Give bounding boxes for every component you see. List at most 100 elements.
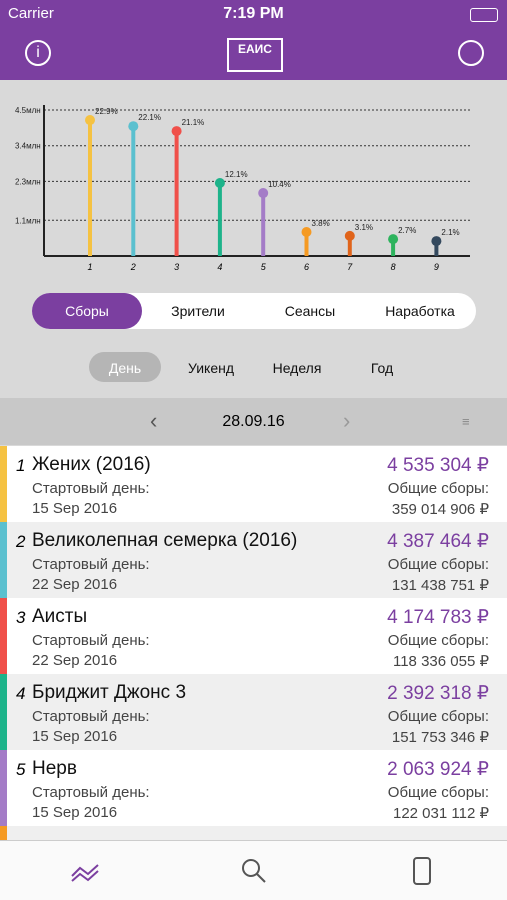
period[interactable]: Уикенд xyxy=(187,360,235,376)
row-start-label: Стартовый день: xyxy=(32,480,150,497)
lollipop-head xyxy=(301,226,312,237)
row-title: Аисты xyxy=(32,606,88,627)
row-rank: 2 xyxy=(16,532,26,551)
x-tick-label: 4 xyxy=(217,262,222,272)
x-tick-label: 7 xyxy=(347,262,353,272)
x-tick-label: 3 xyxy=(174,262,179,272)
row-title: Бриджит Джонс 3 xyxy=(32,682,187,703)
lollipop-head xyxy=(171,126,182,137)
list-row[interactable]: 1 Жених (2016) Стартовый день: 15 Sep 2016 4… xyxy=(0,446,507,522)
next-date[interactable]: › xyxy=(343,408,351,433)
lollipop-head xyxy=(431,236,442,247)
x-tick-label: 2 xyxy=(130,262,136,272)
x-tick-label: 9 xyxy=(434,262,439,272)
tab-icons xyxy=(71,857,431,885)
tab-bar xyxy=(0,840,507,900)
tab[interactable]: Зрители xyxy=(171,303,225,319)
data-label: 10.4% xyxy=(268,180,291,189)
row-total: 118 336 055 ₽ xyxy=(392,653,489,670)
row-start-label: Стартовый день: xyxy=(32,708,150,725)
battery xyxy=(470,8,498,22)
time: 7:19 PM xyxy=(223,5,284,22)
row-total-label: Общие сборы: xyxy=(387,632,489,649)
list-row[interactable]: 3 Аисты Стартовый день: 22 Sep 2016 4 174 78… xyxy=(0,598,507,674)
row-stripe xyxy=(0,598,7,674)
row-rank: 1 xyxy=(16,456,26,475)
row-total-label: Общие сборы: xyxy=(387,480,489,497)
row-stripe xyxy=(0,674,7,750)
lollipop-head xyxy=(344,230,355,241)
row-total: 131 438 751 ₽ xyxy=(391,577,489,594)
row-start: 22 Sep 2016 xyxy=(32,576,118,593)
row-amount: 4 535 304 ₽ xyxy=(387,455,489,476)
x-tick-label: 6 xyxy=(304,262,309,272)
lollipop-head xyxy=(214,178,225,188)
row-amount: 2 392 318 ₽ xyxy=(387,683,489,704)
data-label: 3.1% xyxy=(355,223,373,232)
row-total: 122 031 112 ₽ xyxy=(392,805,489,822)
carrier: Carrier xyxy=(8,5,54,22)
period[interactable]: День xyxy=(108,360,142,376)
row-start-label: Стартовый день: xyxy=(32,632,150,649)
row-stripe xyxy=(0,750,7,826)
lollipop-head xyxy=(258,188,269,199)
row-start: 15 Sep 2016 xyxy=(32,728,118,745)
tab[interactable]: Сборы xyxy=(65,303,109,319)
tab[interactable]: Наработка xyxy=(385,303,455,319)
row-amount: 4 174 783 ₽ xyxy=(387,607,489,628)
row-start: 22 Sep 2016 xyxy=(32,652,118,669)
list-row[interactable]: 5 Нерв Стартовый день: 15 Sep 2016 2 063 924… xyxy=(0,750,507,826)
data-label: 12.1% xyxy=(225,170,248,179)
y-tick-label: 4.5млн xyxy=(15,106,41,115)
period-selected-bg xyxy=(89,352,161,382)
header-bar xyxy=(0,0,507,80)
chart: 1.1млн 2.3млн 3.4млн 4.5млн 22.9% 1 22.1% 2 21.1… xyxy=(15,105,470,272)
sort-button[interactable]: ≡ xyxy=(462,414,470,429)
row-total: 359 014 906 ₽ xyxy=(391,501,489,518)
row-stripe xyxy=(0,446,7,522)
row-start: 15 Sep 2016 xyxy=(32,804,118,821)
data-label: 3.8% xyxy=(312,219,330,228)
lollipop-head xyxy=(128,121,139,132)
row-title: Жених (2016) xyxy=(32,454,151,475)
logo: ЕАИС xyxy=(227,38,283,72)
x-tick-label: 1 xyxy=(87,262,92,272)
period[interactable]: Неделя xyxy=(272,360,322,376)
row-amount: 4 387 464 ₽ xyxy=(387,531,489,552)
y-tick-label: 3.4млн xyxy=(15,142,41,151)
row-title: Великолепная семерка (2016) xyxy=(32,530,298,551)
row-rank: 5 xyxy=(16,760,26,779)
y-tick-label: 1.1млн xyxy=(15,216,41,225)
row-start: 15 Sep 2016 xyxy=(32,500,118,517)
data-label: 22.9% xyxy=(95,107,118,116)
row-total-label: Общие сборы: xyxy=(387,784,489,801)
info-button[interactable]: i xyxy=(25,40,51,66)
list-row[interactable]: 2 Великолепная семерка (2016) Стартовый де… xyxy=(0,522,507,598)
data-label: 22.1% xyxy=(138,113,161,122)
profile-button[interactable] xyxy=(458,40,484,66)
y-tick-label: 2.3млн xyxy=(15,177,41,186)
x-tick-label: 8 xyxy=(391,262,396,272)
data-label: 2.1% xyxy=(441,228,459,237)
row-start-label: Стартовый день: xyxy=(32,556,150,573)
period[interactable]: Год xyxy=(370,360,394,376)
prev-date[interactable]: ‹ xyxy=(150,408,158,433)
x-tick-label: 5 xyxy=(261,262,267,272)
data-label: 2.7% xyxy=(398,226,416,235)
date-bar xyxy=(0,398,507,445)
tab[interactable]: Сеансы xyxy=(284,303,336,319)
row-total-label: Общие сборы: xyxy=(387,708,489,725)
row-start-label: Стартовый день: xyxy=(32,784,150,801)
list-row[interactable]: 4 Бриджит Джонс 3 Стартовый день: 15 Sep 20… xyxy=(0,674,507,750)
row-title: Нерв xyxy=(32,758,77,779)
lollipop-head xyxy=(85,115,95,126)
data-label: 21.1% xyxy=(182,118,205,127)
lollipop-head xyxy=(388,234,399,245)
tab-selected-bg xyxy=(32,293,142,329)
row-stripe xyxy=(0,522,7,598)
row-total-label: Общие сборы: xyxy=(387,556,489,573)
row-rank: 3 xyxy=(16,608,26,627)
row-rank: 4 xyxy=(16,684,26,703)
date: 28.09.16 xyxy=(222,413,285,430)
